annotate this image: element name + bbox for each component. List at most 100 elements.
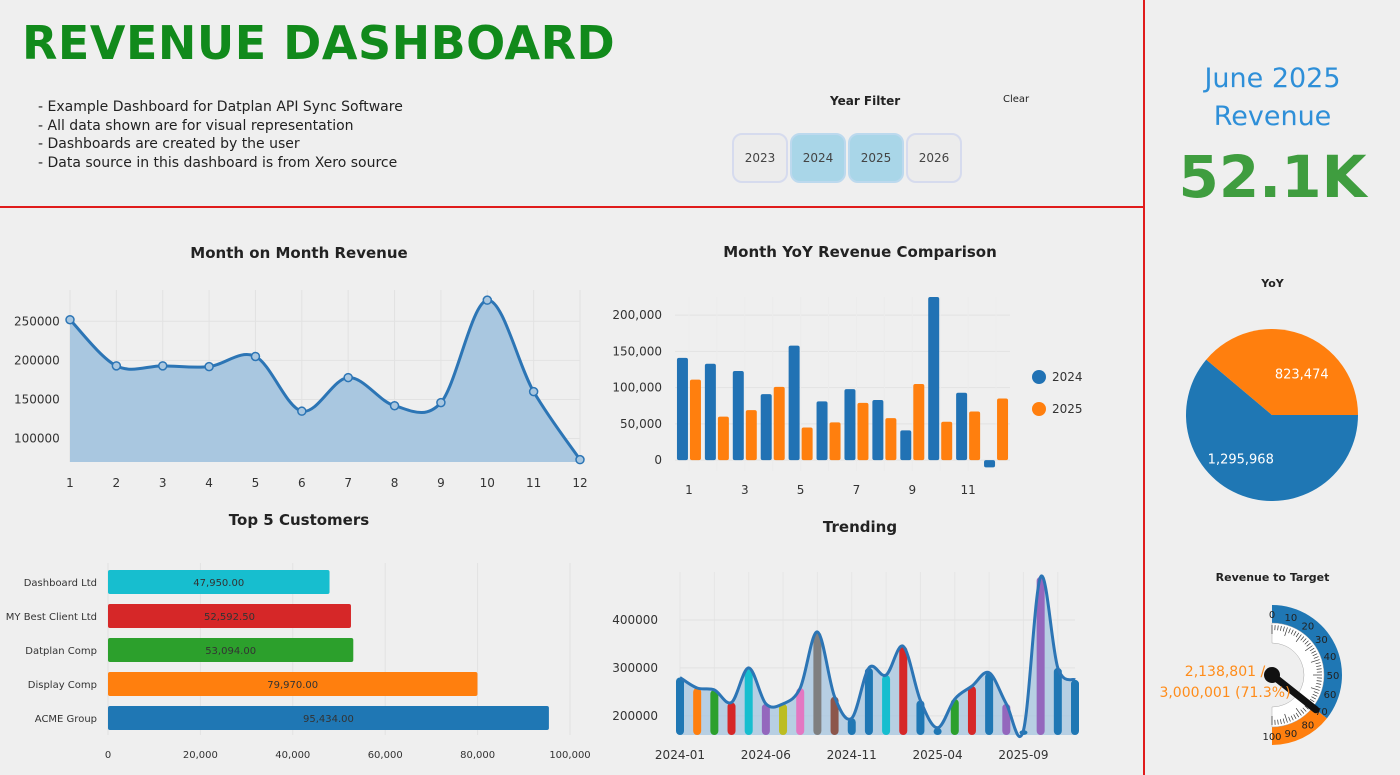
gauge-tick bbox=[1280, 625, 1282, 631]
bar bbox=[1036, 576, 1045, 735]
slice-label: 1,295,968 bbox=[1208, 452, 1274, 467]
gauge-tick bbox=[1304, 645, 1313, 652]
gauge-tick bbox=[1277, 719, 1279, 725]
bar bbox=[689, 379, 701, 461]
kpi-title-line2: Revenue bbox=[1213, 101, 1332, 132]
gauge-tick bbox=[1315, 662, 1321, 665]
data-label: 95,434.00 bbox=[303, 714, 354, 725]
bar bbox=[745, 410, 757, 461]
x-tick-label: 20,000 bbox=[183, 750, 218, 761]
bar bbox=[676, 357, 688, 461]
gauge-dial bbox=[1271, 622, 1325, 728]
gauge-scale-label: 40 bbox=[1324, 652, 1337, 663]
y-tick-label: 250000 bbox=[14, 314, 60, 328]
x-tick-label: 2024-06 bbox=[741, 748, 791, 762]
bar bbox=[916, 700, 925, 735]
gauge-tick bbox=[1309, 698, 1315, 703]
gauge-tick bbox=[1295, 707, 1302, 716]
x-tick-label: 8 bbox=[391, 476, 399, 490]
gauge-tick bbox=[1282, 626, 1285, 632]
bar bbox=[717, 416, 729, 461]
data-point bbox=[65, 314, 75, 325]
x-tick-label: 40,000 bbox=[275, 750, 310, 761]
x-tick-label: 0 bbox=[105, 750, 111, 761]
x-tick-label: 11 bbox=[526, 476, 541, 490]
bar bbox=[872, 399, 884, 461]
gauge-tick bbox=[1304, 705, 1309, 710]
gauge-tick bbox=[1302, 707, 1307, 712]
gauge-tick bbox=[1302, 638, 1307, 643]
note-line: - All data shown are for visual represen… bbox=[38, 118, 354, 134]
bar bbox=[704, 363, 716, 461]
bar bbox=[830, 696, 839, 735]
pie-chart-title: YoY bbox=[1261, 277, 1284, 290]
y-tick-label: 100000 bbox=[14, 432, 60, 446]
year-button-2026[interactable]: 2026 bbox=[906, 133, 962, 183]
trending-chart-title: Trending bbox=[822, 518, 898, 536]
y-tick-label: Datplan Comp bbox=[25, 646, 97, 657]
yoy-pie-chart: 1,295,968 823,474 bbox=[1186, 329, 1358, 502]
bar bbox=[1053, 667, 1062, 735]
x-tick-label: 2024-01 bbox=[655, 748, 705, 762]
bar bbox=[676, 677, 684, 735]
gauge-tick bbox=[1282, 718, 1285, 724]
y-tick-label: 150,000 bbox=[612, 344, 662, 358]
y-tick-label: 50,000 bbox=[620, 417, 662, 431]
kpi-value: 52.1K bbox=[1178, 143, 1367, 211]
data-point bbox=[250, 351, 261, 362]
gauge-scale-label: 0 bbox=[1269, 610, 1275, 621]
x-tick-label: 9 bbox=[908, 483, 916, 497]
gauge-title: Revenue to Target bbox=[1215, 571, 1330, 584]
year-button-2025[interactable]: 2025 bbox=[848, 133, 904, 183]
customers-chart: 0 20,000 40,000 60,000 80,000 100,000 47,950.0… bbox=[6, 563, 591, 761]
bar bbox=[108, 604, 351, 628]
trending-chart: 200000 300000 400000 2024-01 2024-06 2024-11 2… bbox=[612, 572, 1079, 762]
year-button-2024[interactable]: 2024 bbox=[790, 133, 846, 183]
gauge-tick bbox=[1304, 640, 1309, 645]
gauge-tick bbox=[1290, 715, 1294, 721]
yoy-chart: 0 50,000 100,000 150,000 200,000 1 3 5 7 9 11 2024 2… bbox=[612, 297, 1083, 497]
x-tick-label: 2 bbox=[113, 476, 121, 490]
gauge-tick bbox=[1280, 719, 1282, 725]
kpi-title: June 2025 Revenue bbox=[1145, 60, 1400, 136]
x-tick-label: 1 bbox=[66, 476, 74, 490]
gauge-needle bbox=[1268, 671, 1320, 714]
gauge-tick bbox=[1313, 691, 1319, 694]
x-tick-label: 7 bbox=[853, 483, 861, 497]
bar bbox=[899, 646, 908, 735]
bar bbox=[108, 570, 330, 594]
gauge-scale-label: 80 bbox=[1301, 720, 1314, 731]
year-filter-label: Year Filter bbox=[830, 94, 901, 108]
gauge-remaining bbox=[1272, 707, 1327, 745]
bar bbox=[997, 398, 1009, 461]
data-point bbox=[389, 400, 400, 411]
x-tick-label: 5 bbox=[797, 483, 805, 497]
x-tick-label: 9 bbox=[437, 476, 445, 490]
bar bbox=[693, 688, 702, 735]
bar bbox=[761, 703, 770, 735]
year-button-2023[interactable]: 2023 bbox=[732, 133, 788, 183]
legend-label: 2024 bbox=[1052, 370, 1083, 384]
gauge-tick bbox=[1284, 627, 1288, 637]
bar bbox=[829, 422, 841, 461]
clear-filter-button[interactable]: Clear bbox=[1003, 94, 1030, 105]
pie-slice bbox=[1186, 359, 1358, 502]
data-point bbox=[528, 386, 539, 397]
data-point bbox=[204, 361, 214, 372]
area-fill bbox=[70, 300, 580, 462]
bar bbox=[727, 702, 736, 735]
gauge-scale-label: 50 bbox=[1327, 671, 1340, 682]
y-tick-label: MY Best Client Ltd bbox=[6, 612, 97, 623]
x-tick-label: 5 bbox=[252, 476, 260, 490]
gauge-fill bbox=[1272, 605, 1342, 719]
bar bbox=[913, 384, 925, 461]
series-line bbox=[679, 574, 1076, 739]
gauge-tick bbox=[1309, 647, 1315, 652]
gauge-tick bbox=[1288, 716, 1291, 722]
bar bbox=[732, 370, 744, 461]
gauge-scale-label: 30 bbox=[1315, 635, 1328, 646]
gauge-value-label: 2,138,801 / bbox=[1185, 664, 1266, 680]
bar bbox=[108, 706, 549, 730]
gauge-scale-label: 20 bbox=[1301, 622, 1314, 633]
